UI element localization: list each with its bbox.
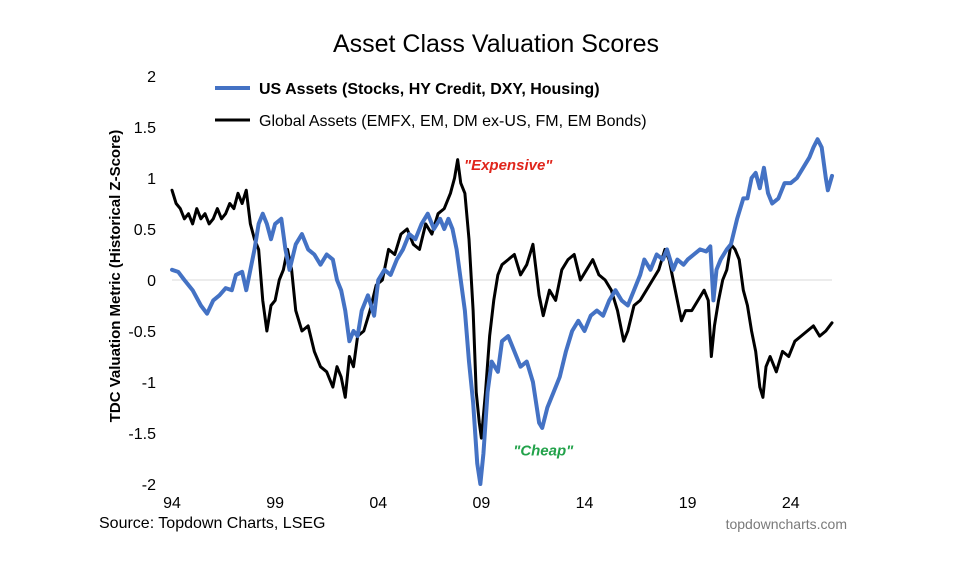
x-tick-label: 04	[369, 495, 387, 512]
legend-global-label: Global Assets (EMFX, EM, DM ex-US, FM, E…	[259, 113, 647, 130]
series-line-us-assets	[170, 137, 834, 486]
y-axis-title: TDC Valuation Metric (Historical Z-Score…	[107, 130, 124, 423]
annotation-expensive: "Expensive"	[464, 157, 553, 174]
y-tick-label: -2	[142, 477, 156, 494]
x-tick-label: 24	[782, 495, 800, 512]
y-tick-label: 0.5	[134, 222, 156, 239]
legend: US Assets (Stocks, HY Credit, DXY, Housi…	[215, 81, 647, 130]
annotations: "Expensive" "Cheap"	[464, 157, 574, 460]
annotation-cheap: "Cheap"	[513, 442, 574, 459]
x-tick-label: 09	[472, 495, 490, 512]
y-tick-label: -1.5	[128, 426, 156, 443]
watermark: topdowncharts.com	[726, 516, 847, 532]
y-tick-label: -0.5	[128, 324, 156, 341]
series-layer	[170, 137, 834, 486]
y-axis-label: TDC Valuation Metric (Historical Z-Score…	[107, 130, 124, 423]
x-tick-label: 94	[163, 495, 181, 512]
series-line-global-assets	[170, 158, 834, 440]
y-axis-ticks: 2 1.5 1 0.5 0 -0.5 -1 -1.5 -2	[128, 69, 156, 494]
x-tick-label: 99	[266, 495, 284, 512]
y-tick-label: 1.5	[134, 120, 156, 137]
legend-us-label: US Assets (Stocks, HY Credit, DXY, Housi…	[259, 81, 600, 98]
source-note: Source: Topdown Charts, LSEG	[99, 515, 326, 532]
x-axis-ticks: 94 99 04 09 14 19 24	[163, 495, 800, 512]
x-tick-label: 14	[576, 495, 594, 512]
y-tick-label: -1	[142, 375, 156, 392]
y-tick-label: 1	[147, 171, 156, 188]
x-tick-label: 19	[679, 495, 697, 512]
y-tick-label: 2	[147, 69, 156, 86]
y-tick-label: 0	[147, 273, 156, 290]
chart-title: Asset Class Valuation Scores	[333, 30, 659, 58]
